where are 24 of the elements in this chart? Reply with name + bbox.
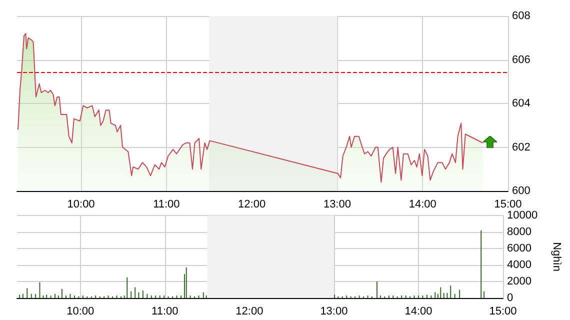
y-tick-label: 2000: [507, 276, 532, 288]
y-tick-label: 8000: [507, 226, 532, 238]
x-tick-label: 11:00: [152, 306, 178, 318]
x-tick-label: 12:00: [238, 198, 266, 210]
y-tick-label: 606: [512, 54, 530, 66]
x-tick-label: 11:00: [153, 198, 180, 210]
x-tick-label: 12:00: [236, 306, 264, 318]
x-tick-label: 14:00: [404, 306, 432, 318]
y-axis-title: Nghìn: [550, 242, 562, 272]
x-tick-label: 13:00: [323, 198, 351, 210]
y-tick-label: 604: [512, 98, 530, 110]
x-tick-label: 15:00: [489, 306, 517, 318]
y-tick-label: 600: [512, 185, 530, 197]
x-tick-label: 15:00: [494, 198, 522, 210]
x-tick-label: 13:00: [320, 306, 348, 318]
x-tick-label: 10:00: [67, 198, 95, 210]
y-tick-label: 602: [512, 141, 530, 154]
y-tick-label: 0: [507, 292, 514, 304]
x-tick-label: 14:00: [408, 198, 436, 210]
y-tick-label: 4000: [507, 259, 532, 271]
y-tick-label: 10000: [507, 210, 538, 222]
x-tick-label: 10:00: [66, 306, 94, 318]
y-tick-label: 608: [512, 10, 530, 22]
y-tick-label: 6000: [507, 242, 532, 254]
